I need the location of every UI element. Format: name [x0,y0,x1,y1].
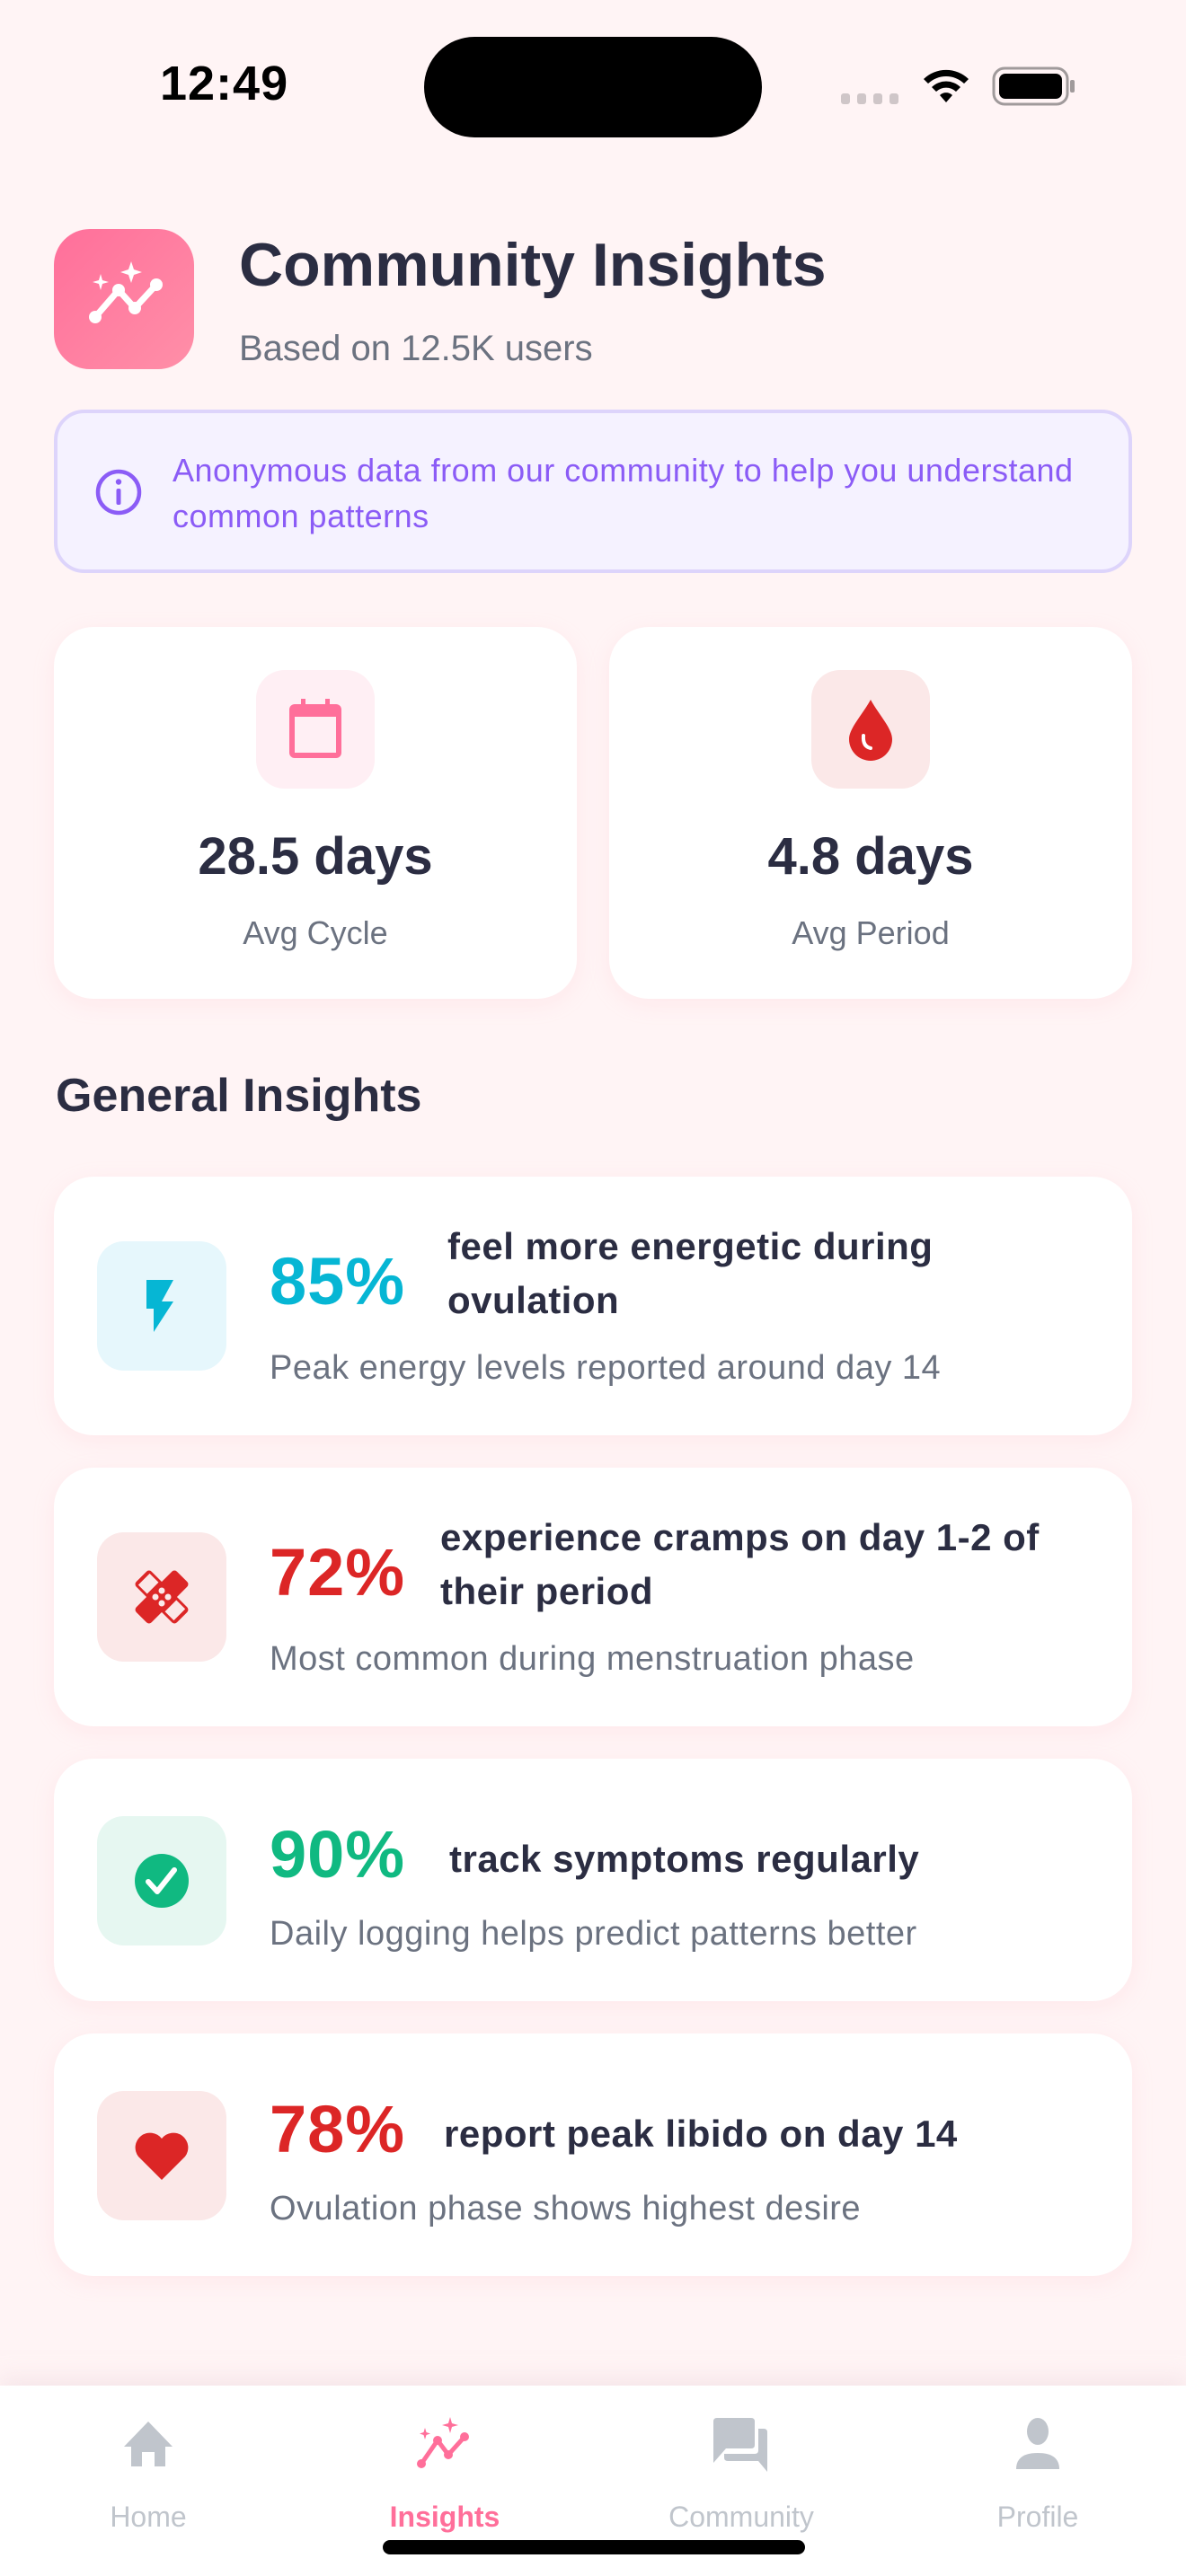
blood-drop-icon [849,700,892,761]
insight-percent: 85% [270,1244,406,1319]
insight-description: Ovulation phase shows highest desire [270,2190,862,2228]
page-title: Community Insights [239,231,827,299]
status-bar: 12:49 [0,0,1186,171]
stat-icon-container [811,670,930,789]
status-time: 12:49 [160,57,289,110]
person-icon [1006,2413,1069,2475]
tab-profile[interactable]: Profile [948,2413,1128,2534]
insight-percent: 90% [270,1817,406,1892]
insight-card-tracking: 90% track symptoms regularly Daily loggi… [54,1759,1132,2001]
insight-description: Daily logging helps predict patterns bet… [270,1915,917,1953]
stat-value: 28.5 days [198,827,433,886]
insight-card-libido: 78% report peak libido on day 14 Ovulati… [54,2033,1132,2276]
stat-label: Avg Cycle [243,914,388,951]
info-banner-text: Anonymous data from our community to hel… [173,452,1074,534]
insight-title: experience cramps on day 1-2 of their pe… [440,1516,1040,1612]
insight-title: track symptoms regularly [449,1838,920,1880]
battery-icon [992,66,1075,106]
dynamic-island [424,37,762,137]
home-indicator[interactable] [383,2540,805,2554]
insight-title: report peak libido on day 14 [444,2113,958,2155]
insight-description: Peak energy levels reported around day 1… [270,1349,942,1387]
stat-label: Avg Period [792,914,950,951]
page-subtitle: Based on 12.5K users [239,329,593,368]
tab-label: Profile [996,2501,1079,2533]
tab-community[interactable]: Community [651,2413,831,2534]
signal-icon [841,93,898,104]
lightning-icon [146,1280,173,1332]
sparkle-chart-icon [89,261,163,323]
insight-icon-container [97,1816,226,1945]
insight-percent: 72% [270,1535,406,1610]
heart-icon [135,2132,189,2180]
stat-card-avg-period: 4.8 days Avg Period [609,627,1132,999]
insight-description: Most common during menstruation phase [270,1640,915,1678]
check-circle-icon [135,1854,189,1908]
section-title-general-insights: General Insights [56,1070,422,1122]
info-icon [95,469,142,516]
stat-value: 4.8 days [767,827,974,886]
tab-label: Home [110,2501,187,2533]
insight-icon-container [97,1241,226,1371]
insight-percent: 78% [270,2092,406,2166]
insight-icon-container [97,2091,226,2220]
insight-title: feel more energetic during ovulation [447,1225,934,1321]
chat-bubbles-icon [710,2413,773,2475]
bottom-tab-bar: Home Insights Community [0,2386,1186,2576]
insight-icon-container [97,1532,226,1662]
tab-home[interactable]: Home [58,2413,238,2534]
wifi-icon [924,69,969,102]
sparkle-chart-icon [413,2413,476,2475]
header-app-icon [54,229,194,369]
insight-card-energy: 85% feel more energetic during ovulation… [54,1177,1132,1435]
tab-insights[interactable]: Insights [355,2413,535,2534]
bandage-icon [135,1570,189,1624]
home-icon [117,2413,180,2475]
tab-label: Community [668,2501,814,2533]
stat-icon-container [256,670,375,789]
calendar-icon [289,699,341,758]
stat-card-avg-cycle: 28.5 days Avg Cycle [54,627,577,999]
insight-card-cramps: 72% experience cramps on day 1-2 of thei… [54,1468,1132,1726]
tab-label: Insights [389,2501,500,2533]
info-banner: Anonymous data from our community to hel… [54,410,1132,573]
